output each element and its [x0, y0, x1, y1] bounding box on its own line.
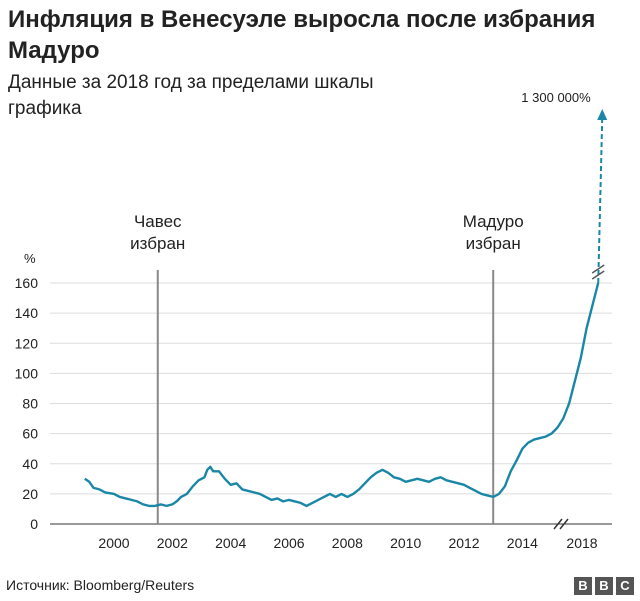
logo-letter: C — [616, 577, 634, 595]
axis-break-mark — [553, 518, 563, 530]
bbc-logo: B B C — [574, 577, 634, 595]
axis-break-mark — [559, 518, 569, 530]
x-tick-label: 2018 — [566, 535, 597, 551]
x-tick-label: 2008 — [332, 535, 363, 551]
x-tick-label: 2006 — [273, 535, 304, 551]
x-tick-label: 2012 — [448, 535, 479, 551]
line-break-mark — [591, 264, 605, 274]
annotation-label: Мадуро избран — [463, 212, 524, 253]
y-tick-label: 0 — [30, 516, 38, 532]
offscale-dashed-line — [597, 117, 604, 284]
x-tick-label: 2000 — [98, 535, 129, 551]
y-tick-label: 60 — [22, 426, 38, 442]
y-tick-label: 40 — [22, 456, 38, 472]
y-tick-label: 20 — [22, 486, 38, 502]
annotation-label: Чавес избран — [130, 212, 185, 253]
line-break-mark — [591, 270, 605, 280]
y-tick-label: 120 — [15, 335, 39, 351]
x-tick-label: 2002 — [157, 535, 188, 551]
series-line — [84, 282, 600, 508]
source-note: Источник: Bloomberg/Reuters — [6, 577, 195, 593]
x-tick-label: 2010 — [390, 535, 421, 551]
offscale-arrowhead — [597, 109, 608, 120]
y-tick-label: 140 — [15, 305, 39, 321]
x-tick-label: 2004 — [215, 535, 246, 551]
x-tick-label: 2014 — [507, 535, 538, 551]
chart-subtitle: Данные за 2018 год за пределами шкалы гр… — [8, 72, 374, 119]
chart-title: Инфляция в Венесуэле выросла после избра… — [8, 6, 596, 64]
y-tick-label: 80 — [22, 396, 38, 412]
offscale-value-label: 1 300 000% — [521, 90, 591, 105]
logo-letter: B — [595, 577, 613, 595]
y-tick-label: 160 — [15, 275, 39, 291]
logo-letter: B — [574, 577, 592, 595]
y-axis-unit: % — [24, 251, 36, 266]
y-tick-label: 100 — [15, 365, 39, 381]
